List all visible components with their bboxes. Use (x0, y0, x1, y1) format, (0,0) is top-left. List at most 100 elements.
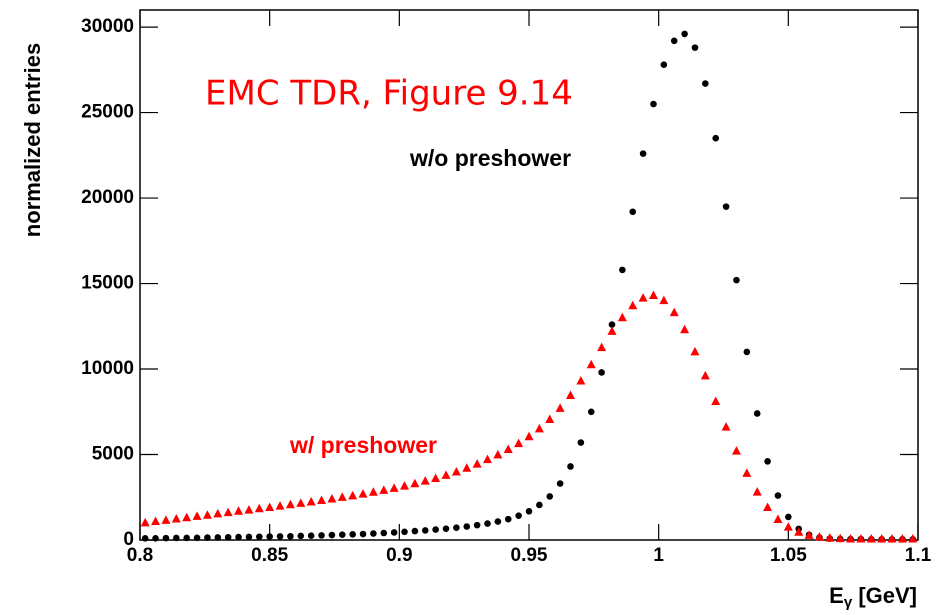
x-tick-label: 1 (653, 545, 664, 566)
data-point (484, 520, 491, 527)
data-point (794, 527, 804, 536)
data-point (162, 534, 170, 542)
data-point (224, 533, 232, 541)
data-point (400, 481, 410, 490)
data-point (453, 524, 460, 531)
data-point (451, 466, 461, 476)
data-point (462, 463, 472, 472)
x-tick-label: 0.9 (386, 545, 412, 566)
data-point (152, 534, 159, 542)
y-tick-label: 10000 (81, 358, 134, 379)
data-point (493, 449, 503, 459)
data-point (441, 470, 451, 479)
data-point (401, 528, 408, 536)
data-point (774, 492, 782, 499)
data-point (463, 523, 471, 530)
data-point (431, 473, 441, 482)
data-point (648, 290, 658, 300)
data-point (691, 44, 699, 51)
data-point (483, 454, 493, 464)
data-point (783, 522, 793, 531)
data-point (432, 526, 439, 533)
data-point (598, 369, 605, 376)
data-point (669, 307, 679, 317)
data-point (328, 531, 336, 539)
data-point (866, 533, 876, 543)
data-point (420, 476, 430, 485)
data-point (287, 532, 294, 540)
data-point (368, 487, 378, 496)
data-point (276, 533, 284, 540)
y-axis-label: normalized entries (20, 43, 45, 237)
data-point (223, 507, 233, 517)
x-tick-label: 1.05 (770, 545, 807, 566)
data-point (390, 529, 398, 536)
data-point (255, 533, 263, 541)
data-point (763, 502, 773, 512)
data-point (307, 532, 315, 540)
data-point (712, 134, 720, 142)
data-point (525, 507, 533, 515)
data-point (254, 503, 264, 513)
x-axis-label: Eγ [GeV] (829, 583, 917, 611)
data-point (887, 533, 897, 543)
data-point (338, 531, 346, 538)
data-point (565, 390, 575, 400)
data-point (389, 483, 399, 492)
x-tick-label: 0.95 (511, 545, 548, 566)
data-point (182, 512, 192, 522)
data-point (576, 376, 586, 385)
x-tick-label: 1.1 (905, 545, 932, 566)
data-point (773, 514, 783, 523)
annotation: EMC TDR, Figure 9.14 (205, 74, 573, 114)
data-point (348, 490, 358, 500)
data-point (619, 266, 626, 274)
data-point (545, 414, 555, 423)
data-point (235, 533, 242, 541)
data-point (266, 533, 273, 540)
data-point (711, 396, 721, 406)
data-point (192, 511, 202, 520)
data-point (690, 346, 700, 356)
data-point (380, 529, 388, 537)
data-point (731, 446, 741, 455)
data-point (245, 533, 253, 541)
data-point (410, 478, 420, 488)
data-point (504, 515, 512, 523)
data-point (639, 150, 647, 157)
data-point (275, 501, 285, 510)
y-tick-label: 20000 (81, 187, 134, 208)
data-point (349, 531, 356, 538)
data-point (835, 533, 845, 543)
data-point (358, 489, 368, 498)
data-point (317, 495, 327, 505)
data-point (586, 359, 596, 369)
data-point (587, 408, 595, 416)
data-point (214, 534, 222, 541)
data-point (534, 423, 544, 433)
data-point (515, 512, 522, 520)
data-point (660, 61, 668, 69)
data-point (753, 410, 761, 417)
data-point (804, 530, 814, 539)
annotation: w/ preshower (289, 432, 437, 458)
data-point (327, 493, 337, 503)
x-tick-label: 0.85 (251, 545, 288, 566)
data-point (141, 534, 149, 542)
data-point (524, 431, 534, 441)
data-point (556, 480, 564, 487)
data-point (650, 100, 657, 108)
data-point (743, 348, 751, 356)
data-point (702, 80, 709, 87)
data-point (877, 533, 887, 543)
data-point (213, 508, 223, 518)
data-point (193, 534, 201, 542)
data-point (202, 510, 212, 519)
data-point (908, 533, 918, 543)
data-point (733, 276, 740, 284)
data-point (318, 532, 325, 539)
data-point (244, 505, 254, 514)
data-point (494, 518, 502, 525)
data-point (411, 527, 419, 535)
